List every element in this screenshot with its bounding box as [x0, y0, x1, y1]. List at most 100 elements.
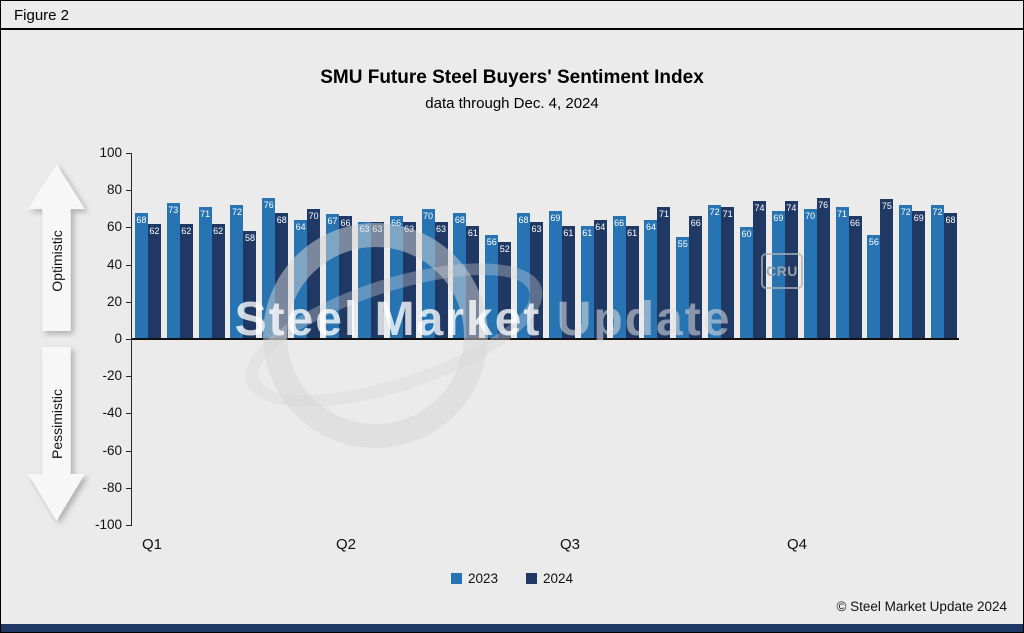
y-axis-tick-mark: [126, 301, 132, 303]
bar-2024: [625, 226, 639, 339]
bar-value-label: 66: [391, 218, 402, 228]
bar-2024: [211, 224, 225, 339]
bar-2024: [912, 211, 926, 339]
bar-value-label: 70: [308, 211, 319, 221]
bar-2023: [771, 211, 785, 339]
bar-2023: [294, 220, 308, 339]
bar-value-label: 60: [741, 229, 752, 239]
bar-value-label: 76: [818, 200, 829, 210]
bottom-accent-strip: [1, 624, 1023, 632]
down-arrow-icon: Pessimistic: [28, 347, 85, 521]
bar-value-label: 71: [722, 209, 733, 219]
y-axis-tick-label: 0: [114, 331, 122, 346]
bar-value-label: 64: [645, 222, 656, 232]
bar-value-label: 63: [436, 224, 447, 234]
legend-swatch-2024: [526, 573, 537, 584]
bar-2023: [421, 209, 435, 339]
bar-2024: [880, 199, 894, 339]
bar-2023: [676, 237, 690, 339]
y-axis-tick-label: 100: [99, 145, 122, 160]
bar-2024: [561, 226, 575, 339]
bar-value-label: 63: [404, 224, 415, 234]
y-axis-tick-label: -100: [94, 517, 122, 532]
bar-2024: [402, 222, 416, 339]
bar-value-label: 55: [677, 239, 688, 249]
bar-value-label: 70: [805, 211, 816, 221]
bar-2024: [593, 220, 607, 339]
legend-swatch-2023: [450, 573, 462, 584]
bar-2023: [835, 207, 849, 339]
chart-subtitle: data through Dec. 4, 2024: [425, 95, 599, 112]
bar-2024: [243, 231, 257, 339]
bar-value-label: 68: [518, 215, 529, 225]
bar-2023: [326, 214, 339, 339]
bar-value-label: 62: [181, 226, 192, 236]
legend-item-2023: 2023: [450, 571, 498, 586]
bar-value-label: 71: [658, 209, 669, 219]
bar-value-label: 66: [340, 218, 351, 228]
bar-value-label: 61: [627, 228, 638, 238]
bar-value-label: 70: [423, 211, 434, 221]
zero-axis-line: [132, 338, 959, 340]
legend-label-2024: 2024: [543, 571, 574, 586]
bar-value-label: 58: [244, 233, 255, 243]
bar-value-label: 61: [467, 228, 478, 238]
optimistic-arrow-wrap: Optimistic: [28, 164, 85, 331]
y-axis-tick-mark: [126, 190, 132, 192]
bar-value-label: 68: [136, 215, 147, 225]
bar-2023: [899, 205, 913, 339]
bar-2024: [434, 222, 448, 339]
bar-value-label: 63: [359, 224, 370, 234]
x-axis-label-q1: Q1: [142, 536, 163, 553]
bar-2023: [198, 207, 212, 339]
bar-value-label: 63: [531, 224, 542, 234]
bar-value-label: 67: [327, 216, 338, 226]
bar-value-label: 66: [614, 218, 625, 228]
pessimistic-label: Pessimistic: [48, 388, 65, 459]
y-axis-tick-mark: [126, 153, 132, 154]
bar-2023: [644, 220, 658, 339]
bar-2023: [931, 205, 945, 339]
chart-legend: 2023 2024: [1, 571, 1023, 586]
bar-value-label: 61: [582, 228, 593, 238]
bar-2024: [689, 216, 703, 339]
bar-2024: [498, 242, 512, 339]
y-axis-tick-label: -40: [102, 405, 122, 421]
bar-value-label: 56: [486, 237, 497, 247]
bar-2024: [275, 213, 289, 339]
bar-2024: [530, 222, 544, 339]
bar-value-label: 68: [454, 215, 465, 225]
bar-2024: [466, 226, 480, 339]
bar-2024: [816, 198, 830, 339]
bar-2023: [740, 227, 753, 339]
bar-2024: [307, 209, 321, 339]
y-axis-tick-mark: [126, 264, 132, 266]
bar-2024: [147, 224, 161, 339]
y-axis-tick-label: -20: [102, 368, 122, 384]
bar-value-label: 73: [168, 205, 179, 215]
bar-2023: [134, 213, 148, 339]
bar-value-label: 74: [786, 203, 797, 213]
bar-value-label: 71: [837, 209, 848, 219]
bar-value-label: 63: [372, 224, 383, 234]
y-axis-tick-mark: [126, 376, 132, 378]
bar-2024: [179, 224, 193, 339]
bar-2023: [485, 235, 499, 339]
bar-2023: [548, 211, 562, 339]
figure-header: Figure 2: [1, 1, 1023, 30]
y-axis-tick-label: 20: [106, 293, 122, 309]
bar-value-label: 64: [295, 222, 306, 232]
bar-2024: [944, 213, 958, 339]
legend-label-2023: 2023: [467, 571, 498, 586]
plot-area: 100 80 60 40 20 0 -20 -40 -60 -80 -100 68 73 71 72 76 64…: [95, 145, 959, 553]
y-axis-tick-mark: [126, 339, 132, 340]
y-axis-tick-label: 40: [106, 256, 122, 272]
pessimistic-arrow-wrap: Pessimistic: [28, 347, 85, 521]
y-axis-tick-label: 80: [106, 182, 122, 198]
bar-value-label: 62: [149, 226, 160, 236]
x-axis-label-q4: Q4: [787, 536, 808, 553]
bar-2024: [848, 216, 862, 339]
bar-value-label: 72: [231, 207, 242, 217]
bar-2024: [657, 207, 671, 339]
